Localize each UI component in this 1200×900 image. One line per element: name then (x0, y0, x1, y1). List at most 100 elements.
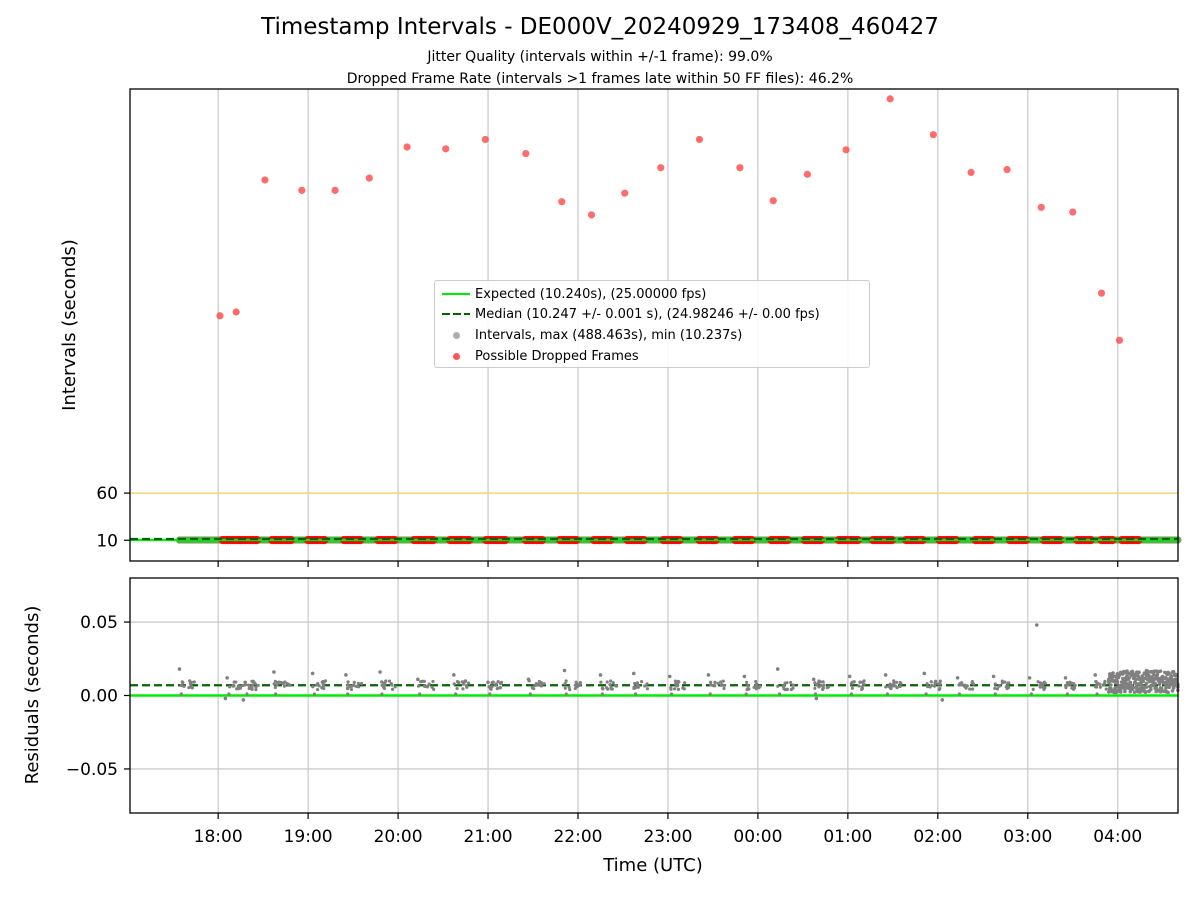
legend-item-dropped: Possible Dropped Frames (435, 346, 639, 366)
residual-point (1127, 676, 1132, 680)
residual-point (1137, 670, 1141, 675)
dropped-frame-point (769, 197, 777, 205)
residual-point (1029, 692, 1033, 696)
residual-point (968, 687, 972, 691)
residual-point (993, 692, 997, 696)
residual-point (276, 680, 280, 685)
residual-point (599, 680, 603, 684)
residual-point (889, 686, 893, 691)
dropped-frame-point (1097, 289, 1106, 297)
dropped-frame-point (558, 198, 566, 206)
residual-point (719, 680, 723, 684)
residual-point (466, 681, 471, 685)
residual-point (498, 686, 503, 690)
residual-point (1132, 690, 1137, 694)
dropped-frame-point (886, 95, 894, 103)
residual-point (250, 686, 254, 690)
y-tick-label-bottom: −0.05 (66, 760, 118, 780)
residual-point (633, 681, 637, 686)
residual-point (817, 685, 821, 689)
legend-label-median: Median (10.247 +/- 0.001 s), (24.98246 +… (475, 306, 820, 322)
residual-point (228, 685, 232, 689)
residual-point (708, 692, 712, 696)
residual-point (272, 682, 276, 686)
residual-point (862, 682, 866, 686)
residual-point (632, 685, 636, 689)
residual-point (601, 687, 605, 691)
residual-point (189, 684, 193, 688)
residual-point (245, 692, 249, 696)
residual-point (452, 682, 456, 686)
residual-point (1149, 687, 1153, 692)
residual-point (605, 686, 609, 690)
residual-point (380, 683, 384, 687)
residual-point (847, 674, 852, 679)
residual-point (234, 680, 238, 684)
residual-point (789, 680, 793, 685)
residual-point (1072, 686, 1076, 690)
x-tick-label: 04:00 (1093, 827, 1142, 847)
residual-point (605, 680, 609, 684)
chart-subtitle-dropped: Dropped Frame Rate (intervals >1 frames … (346, 71, 854, 87)
residual-point (1146, 673, 1151, 678)
residual-point (272, 670, 276, 674)
residual-point (1109, 686, 1113, 691)
residual-point (273, 685, 277, 690)
legend-swatch-median (435, 304, 475, 324)
residual-point (860, 685, 864, 689)
y-tick-label-bottom: 0.05 (80, 613, 118, 633)
residual-point (465, 685, 469, 689)
residual-point (310, 671, 315, 676)
residual-point (894, 680, 899, 684)
residual-point (645, 682, 649, 686)
residual-point (928, 685, 932, 689)
residual-point (1065, 680, 1069, 685)
residual-point (925, 682, 929, 686)
x-tick-label: 20:00 (374, 827, 423, 847)
residual-point (311, 685, 315, 689)
residual-point (1141, 679, 1146, 684)
residual-point (563, 686, 567, 690)
residual-point (1109, 683, 1113, 687)
residual-point (431, 679, 435, 684)
residual-point (742, 674, 747, 679)
residual-point (639, 679, 644, 684)
residual-point (577, 683, 581, 688)
residual-point (1111, 671, 1115, 675)
dropped-frame-point (657, 164, 665, 172)
residual-point (754, 679, 758, 684)
dropped-frame-point (1037, 203, 1045, 211)
residual-point (432, 687, 436, 691)
residual-point (1144, 681, 1149, 686)
residual-point (346, 683, 350, 687)
residual-point (422, 684, 427, 688)
residual-point (721, 679, 725, 683)
residual-outlier (940, 698, 945, 702)
residual-point (965, 684, 969, 688)
residual-point (352, 680, 356, 684)
residual-point (1104, 687, 1108, 691)
residual-point (708, 680, 713, 684)
residual-point (857, 684, 861, 688)
residual-point (1131, 685, 1136, 690)
dropped-frame-point (842, 146, 850, 154)
x-tick-label: 01:00 (823, 827, 872, 847)
residual-point (179, 692, 183, 696)
residual-point (312, 692, 317, 696)
residual-point (464, 679, 468, 683)
residual-point (955, 676, 960, 680)
residual-point (892, 681, 896, 685)
chart-subtitle-jitter: Jitter Quality (intervals within +/-1 fr… (427, 49, 773, 65)
residual-outlier (241, 698, 246, 702)
residual-point (645, 687, 650, 691)
legend-label-intervals: Intervals, max (488.463s), min (10.237s) (475, 327, 743, 343)
residual-point (1155, 672, 1160, 677)
residual-point (542, 682, 546, 686)
residual-point (562, 668, 567, 673)
residual-point (489, 687, 493, 691)
residual-point (181, 681, 185, 685)
residual-point (885, 692, 890, 696)
residual-point (1063, 676, 1068, 680)
residual-point (254, 685, 258, 689)
legend-label-dropped: Possible Dropped Frames (475, 348, 639, 364)
